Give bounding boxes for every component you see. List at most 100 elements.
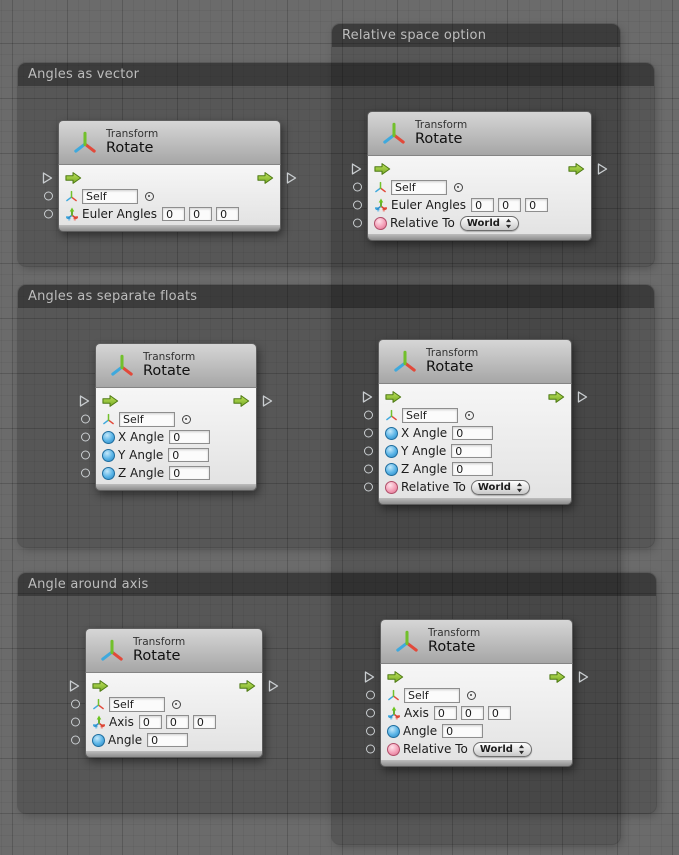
relative-to-input-port[interactable] (364, 482, 373, 492)
flow-output-port[interactable] (286, 171, 297, 184)
flow-out-arrow-icon[interactable] (239, 679, 256, 693)
y-angle-input-port[interactable] (81, 450, 90, 460)
group-header-angle-around-axis[interactable]: Angle around axis (18, 573, 656, 596)
x-angle-input-port[interactable] (364, 428, 373, 438)
z-angle-input-port[interactable] (364, 464, 373, 474)
flow-output-port[interactable] (262, 394, 273, 407)
self-input-port[interactable] (366, 690, 375, 700)
node-rotate-separate-floats[interactable]: Transform Rotate X Angle (95, 343, 257, 491)
flow-in-arrow-icon[interactable] (102, 394, 119, 408)
z-angle-input[interactable] (169, 466, 211, 480)
flow-input-port[interactable] (42, 171, 53, 184)
axis-y-input[interactable] (165, 715, 189, 729)
flow-output-port[interactable] (597, 162, 608, 175)
axis-input-port[interactable] (366, 708, 375, 718)
object-picker-icon[interactable] (465, 410, 474, 420)
flow-input-port[interactable] (362, 390, 373, 403)
flow-input-port[interactable] (351, 162, 362, 175)
object-picker-icon[interactable] (454, 182, 463, 192)
node-header[interactable]: Transform Rotate (58, 120, 281, 165)
flow-out-arrow-icon[interactable] (233, 394, 250, 408)
relative-to-dropdown[interactable]: World (472, 741, 532, 757)
z-angle-input[interactable] (452, 462, 494, 476)
relative-to-input-port[interactable] (353, 218, 362, 228)
y-angle-input[interactable] (168, 448, 210, 462)
euler-angles-input-port[interactable] (353, 200, 362, 210)
flow-row (96, 391, 256, 410)
object-picker-icon[interactable] (182, 414, 191, 424)
flow-output-port[interactable] (577, 390, 588, 403)
self-input[interactable] (404, 687, 460, 703)
flow-out-arrow-icon[interactable] (257, 171, 274, 185)
self-input-port[interactable] (71, 699, 80, 709)
self-input[interactable] (82, 188, 138, 204)
euler-x-input[interactable] (162, 207, 186, 221)
x-angle-input[interactable] (452, 426, 494, 440)
relative-to-dropdown[interactable]: World (470, 479, 530, 495)
object-picker-icon[interactable] (145, 191, 154, 201)
group-header-relative-space-option[interactable]: Relative space option (332, 24, 620, 47)
flow-in-arrow-icon[interactable] (387, 670, 404, 684)
z-angle-input-port[interactable] (81, 468, 90, 478)
group-header-angles-as-vector[interactable]: Angles as vector (18, 63, 654, 86)
flow-output-port[interactable] (578, 670, 589, 683)
euler-z-input[interactable] (216, 207, 240, 221)
x-angle-input-port[interactable] (81, 432, 90, 442)
flow-input-port[interactable] (79, 394, 90, 407)
self-input-port[interactable] (81, 414, 90, 424)
y-angle-input[interactable] (451, 444, 493, 458)
node-rotate-around-axis[interactable]: Transform Rotate Axis (85, 628, 263, 758)
object-picker-icon[interactable] (467, 690, 476, 700)
node-rotate-separate-floats-relative[interactable]: Transform Rotate X Angle (378, 339, 572, 505)
axis-x-input[interactable] (433, 706, 457, 720)
y-angle-input-port[interactable] (364, 446, 373, 456)
node-header[interactable]: Transform Rotate (95, 343, 257, 388)
flow-out-arrow-icon[interactable] (568, 162, 585, 176)
axis-y-input[interactable] (460, 706, 484, 720)
flow-output-port[interactable] (268, 679, 279, 692)
flow-input-port[interactable] (364, 670, 375, 683)
flow-input-port[interactable] (69, 679, 80, 692)
group-title: Relative space option (342, 28, 487, 43)
node-header[interactable]: Transform Rotate (380, 619, 573, 664)
euler-y-input[interactable] (189, 207, 213, 221)
angle-input-port[interactable] (366, 726, 375, 736)
self-input-port[interactable] (44, 191, 53, 201)
node-rotate-euler-vector-relative[interactable]: Transform Rotate Euler Angles (367, 111, 592, 241)
angle-input[interactable] (442, 724, 484, 738)
self-input[interactable] (402, 407, 458, 423)
flow-out-arrow-icon[interactable] (548, 390, 565, 404)
relative-to-input-port[interactable] (366, 744, 375, 754)
node-header[interactable]: Transform Rotate (378, 339, 572, 384)
group-header-angles-as-separate-floats[interactable]: Angles as separate floats (18, 285, 654, 308)
flow-in-arrow-icon[interactable] (385, 390, 402, 404)
axis-x-input[interactable] (138, 715, 162, 729)
self-input[interactable] (391, 179, 447, 195)
angle-input-port[interactable] (71, 735, 80, 745)
relative-to-dropdown[interactable]: World (459, 215, 519, 231)
euler-y-input[interactable] (498, 198, 522, 212)
flow-in-arrow-icon[interactable] (92, 679, 109, 693)
x-angle-input[interactable] (169, 430, 211, 444)
angle-input[interactable] (147, 733, 189, 747)
object-picker-icon[interactable] (172, 699, 181, 709)
self-input[interactable] (109, 696, 165, 712)
node-rotate-euler-vector[interactable]: Transform Rotate Euler Angles (58, 120, 281, 232)
flow-in-arrow-icon[interactable] (374, 162, 391, 176)
axis-z-input[interactable] (487, 706, 511, 720)
axis-z-input[interactable] (192, 715, 216, 729)
axis-input-port[interactable] (71, 717, 80, 727)
node-header[interactable]: Transform Rotate (85, 628, 263, 673)
self-input-port[interactable] (353, 182, 362, 192)
node-header[interactable]: Transform Rotate (367, 111, 592, 156)
flow-in-arrow-icon[interactable] (65, 171, 82, 185)
self-input[interactable] (119, 411, 175, 427)
euler-z-input[interactable] (525, 198, 549, 212)
self-input-port[interactable] (364, 410, 373, 420)
euler-angles-input-port[interactable] (44, 209, 53, 219)
flow-out-arrow-icon[interactable] (549, 670, 566, 684)
euler-x-input[interactable] (471, 198, 495, 212)
node-rotate-around-axis-relative[interactable]: Transform Rotate Axis (380, 619, 573, 767)
transform-icon (392, 349, 418, 375)
